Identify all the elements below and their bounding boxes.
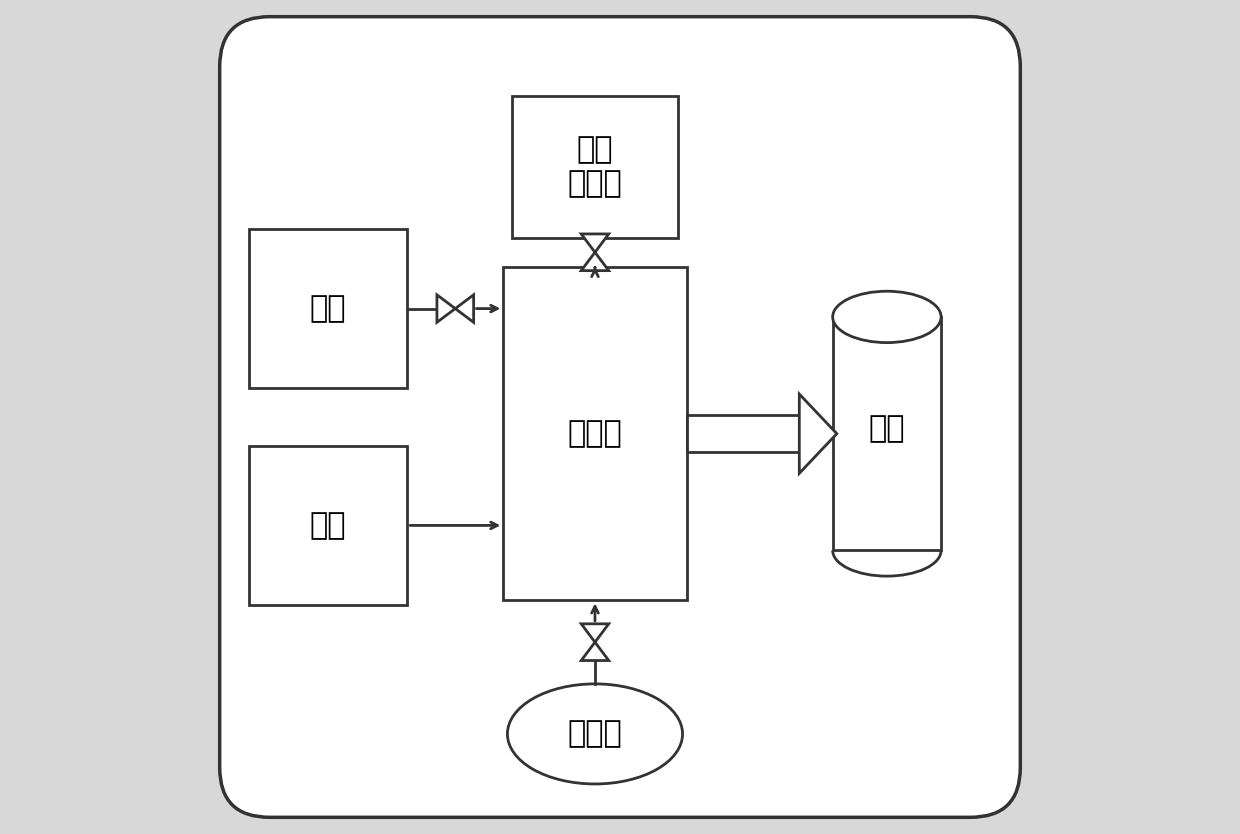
Bar <box>687 415 800 453</box>
Bar <box>249 446 407 605</box>
Polygon shape <box>582 642 609 661</box>
Bar <box>512 96 678 238</box>
Polygon shape <box>582 252 609 271</box>
Ellipse shape <box>507 684 682 784</box>
Text: 地层: 地层 <box>869 414 905 443</box>
Text: 砂车: 砂车 <box>310 511 346 540</box>
Bar <box>249 229 407 388</box>
Polygon shape <box>800 394 837 474</box>
Text: 添加剂: 添加剂 <box>568 720 622 748</box>
Text: 水车: 水车 <box>310 294 346 323</box>
Text: 液体
聚合物: 液体 聚合物 <box>568 135 622 198</box>
Bar <box>833 317 941 550</box>
Polygon shape <box>582 234 609 252</box>
Ellipse shape <box>833 291 941 343</box>
Text: 混砂车: 混砂车 <box>568 420 622 448</box>
Polygon shape <box>455 295 474 322</box>
Polygon shape <box>436 295 455 322</box>
Bar <box>503 267 687 600</box>
FancyBboxPatch shape <box>219 17 1021 817</box>
Polygon shape <box>582 624 609 642</box>
